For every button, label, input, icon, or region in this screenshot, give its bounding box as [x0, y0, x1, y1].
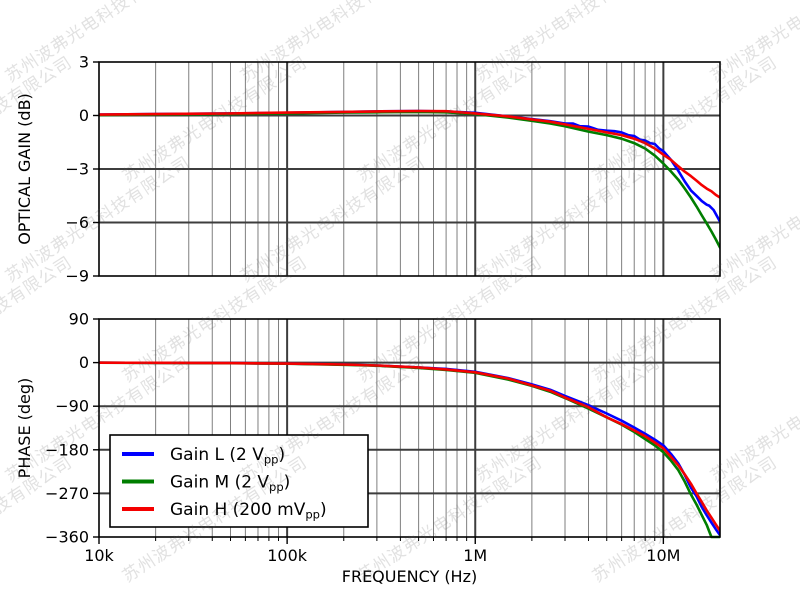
y-axis-label: OPTICAL GAIN (dB)	[15, 93, 34, 245]
y-tick-label: −180	[45, 440, 89, 459]
y-tick-label: −270	[45, 484, 89, 503]
curve-gain-h-200-mvpp	[99, 109, 720, 199]
curve-gain-h-200-mvpp	[99, 361, 720, 533]
x-tick-label: 10k	[84, 546, 114, 565]
x-tick-label: 100k	[267, 546, 308, 565]
y-tick-label: 3	[79, 53, 89, 72]
y-tick-label: 0	[79, 106, 89, 125]
curve-gain-l-2-vpp	[99, 109, 720, 223]
legend-label: Gain M (2 Vpp)	[170, 473, 290, 495]
y-tick-label: −6	[65, 213, 89, 232]
x-tick-label: 1M	[463, 546, 487, 565]
y-tick-label: 90	[69, 310, 89, 329]
legend-label: Gain L (2 Vpp)	[170, 445, 285, 467]
phase-plot-frame	[98, 318, 721, 538]
y-axis-label: PHASE (deg)	[15, 378, 34, 479]
legend-label: Gain H (200 mVpp)	[170, 500, 327, 522]
x-tick-label: 10M	[646, 546, 680, 565]
y-tick-label: −360	[45, 528, 89, 547]
curve-gain-m-2-vpp	[99, 110, 720, 249]
y-tick-label: 0	[79, 353, 89, 372]
y-tick-label: −90	[55, 397, 89, 416]
y-tick-label: −9	[65, 267, 89, 286]
x-axis-label: FREQUENCY (Hz)	[342, 567, 477, 586]
y-tick-label: −3	[65, 160, 89, 179]
